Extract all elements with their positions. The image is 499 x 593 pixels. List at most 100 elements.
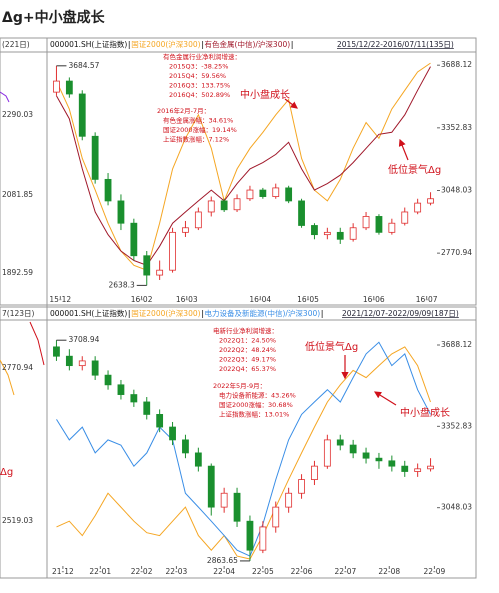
y-tick-label: 3688.12 <box>441 60 472 69</box>
note-line: 2016Q4：502.89% <box>169 91 230 99</box>
candle-body <box>207 465 215 508</box>
candle-body <box>194 211 202 229</box>
note-line: 2022年5月-9月： <box>213 381 266 390</box>
x-tick-label: 16-07 <box>416 295 438 304</box>
candle-body <box>259 526 267 551</box>
x-tick-label: 16-04 <box>249 295 271 304</box>
note-line: 2016Q3：133.75% <box>169 82 230 90</box>
callout: 低位景气Δg <box>388 163 441 176</box>
candle-body <box>349 444 357 454</box>
x-tick-label: 22-04 <box>213 567 235 576</box>
page-title: Δg+中小盘成长 <box>2 9 106 26</box>
legend-entry: 有色金属(中信)/沪深300) <box>205 39 291 49</box>
series-line <box>56 341 431 557</box>
callout-arrow <box>284 98 298 109</box>
left-line <box>0 91 10 103</box>
candle-body <box>53 80 60 93</box>
candle-body <box>336 439 344 446</box>
legend-entry: 000001.SH(上证指数) <box>50 39 127 49</box>
note-line: 上证指数涨幅：7.12% <box>163 135 229 144</box>
date-range: 2015/12/22-2016/07/11(135日) <box>337 40 454 49</box>
callout: 低位景气Δg <box>305 340 358 353</box>
candle-body <box>143 255 151 276</box>
candle-body <box>285 187 293 202</box>
note-line: 电力设备新能源：43.26% <box>219 391 296 400</box>
candle-body <box>298 200 305 226</box>
candle-body <box>169 231 176 271</box>
y-tick-label: 2770.94 <box>441 248 472 257</box>
candle-body <box>143 401 151 415</box>
note-line: 上证指数涨幅：13.01% <box>219 410 289 419</box>
note-line: 2022Q1：24.50% <box>219 337 276 345</box>
left-label: 1892.59 <box>2 268 33 277</box>
candle-body <box>414 468 422 472</box>
candle-body <box>117 200 125 224</box>
note-line: 2022Q2：48.24% <box>219 346 276 354</box>
candle-body <box>182 439 189 454</box>
candle-body <box>414 202 422 213</box>
candle-body <box>194 452 202 467</box>
callout-arrow <box>373 391 397 406</box>
candle-body <box>130 394 138 403</box>
candle-body <box>349 227 357 240</box>
candle-body <box>104 178 112 202</box>
left-label: 2081.85 <box>2 190 33 199</box>
candle-body <box>207 200 215 213</box>
x-tick-label: 16-02 <box>131 295 153 304</box>
candle-body <box>388 460 396 467</box>
x-tick-label: 22-05 <box>252 567 274 576</box>
x-tick-label: 21-12 <box>52 567 74 576</box>
candle-body <box>182 227 189 233</box>
candle-body <box>427 465 434 470</box>
y-tick-label: 3352.83 <box>441 123 472 132</box>
candle-body <box>323 439 331 467</box>
note-line: 国证2000涨幅：30.68% <box>219 400 293 409</box>
legend-entry: 电力设备及新能源(中信)/沪深300) <box>205 308 321 318</box>
x-tick-label: 16-03 <box>176 295 198 304</box>
candle-body <box>220 492 228 508</box>
note-line: 2015Q3：-38.25% <box>169 63 228 71</box>
note-line: 2015Q4：59.56% <box>169 72 226 80</box>
series-line <box>56 62 431 271</box>
note-line: 2022Q4：65.37% <box>219 365 276 373</box>
note-line: 2022Q3：49.17% <box>219 356 276 364</box>
candle-body <box>65 355 73 367</box>
low-label: 2638.3 <box>109 280 135 289</box>
legend-entry: 000001.SH(上证指数) <box>50 308 127 318</box>
low-label: 2863.65 <box>207 556 238 565</box>
note-line: 国证2000涨幅：19.14% <box>163 125 237 134</box>
candle-body <box>156 414 164 428</box>
x-tick-label: 22-06 <box>291 567 313 576</box>
high-label: 3684.57 <box>68 61 99 70</box>
left-line <box>0 359 15 396</box>
x-tick-label: 22-09 <box>424 567 446 576</box>
candle-body <box>375 216 383 233</box>
candle-body <box>311 465 318 480</box>
candle-body <box>117 384 125 395</box>
candle-body <box>259 189 267 197</box>
x-tick-label: 22-07 <box>335 567 357 576</box>
note-line: 2016年2月-7月： <box>157 106 210 115</box>
top-frame <box>0 37 477 306</box>
candle-body <box>246 520 254 551</box>
candle-body <box>401 211 409 224</box>
candle-body <box>78 93 86 137</box>
candle-body <box>220 200 228 211</box>
y-tick-label: 3352.83 <box>441 421 472 430</box>
x-tick-label: 22-08 <box>378 567 400 576</box>
left-label: 2770.94 <box>2 363 33 372</box>
candle-body <box>298 479 305 494</box>
x-tick-label: 22-02 <box>131 567 153 576</box>
candle-body <box>91 135 99 180</box>
candle-body <box>65 80 73 95</box>
y-tick-label: 3688.12 <box>441 340 472 349</box>
candle-body <box>233 198 241 211</box>
candle-body <box>272 187 280 197</box>
note-line: 有色金属行业净利润增速： <box>163 52 241 61</box>
legend-entry: 国证2000(沪深300) <box>131 308 200 318</box>
candle-body <box>285 492 293 508</box>
candle-body <box>362 452 370 459</box>
callout: 中小盘成长 <box>240 88 290 101</box>
candle-body <box>233 492 241 522</box>
